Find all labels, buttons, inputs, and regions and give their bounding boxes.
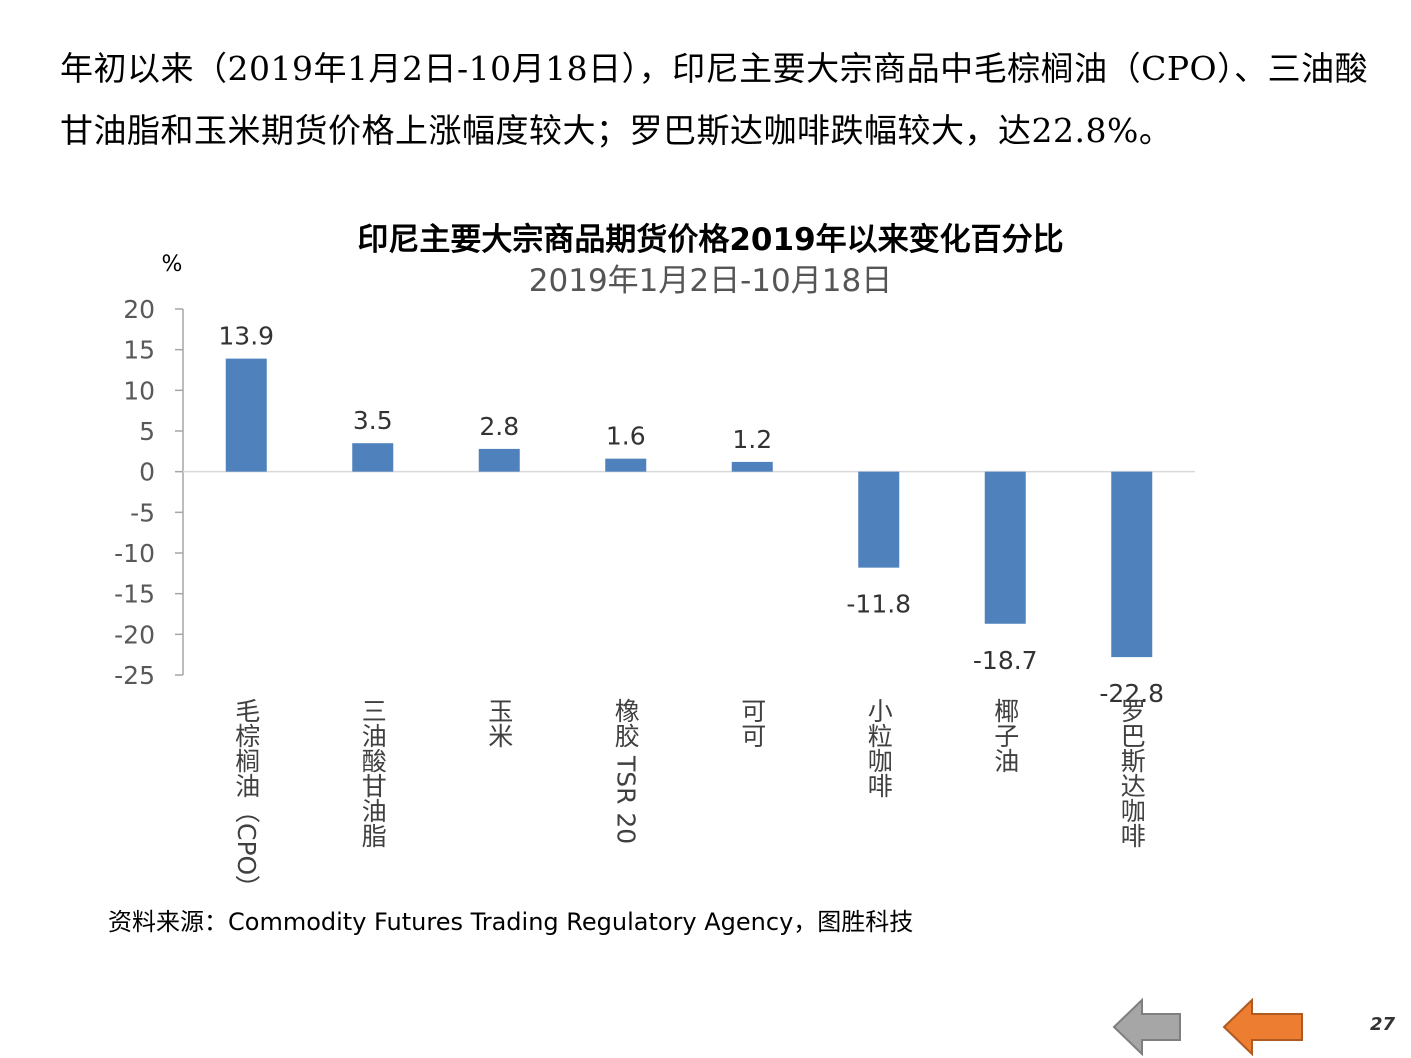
y-tick-label: -10 [114,539,155,568]
y-tick-label: 0 [139,458,155,487]
bar [478,448,520,472]
y-axis-unit: % [162,252,183,277]
gray-left-arrow-icon[interactable] [1112,998,1184,1056]
y-tick-label: -5 [130,498,155,527]
source-note: 资料来源：Commodity Futures Trading Regulator… [108,908,914,936]
y-tick-label: -15 [114,580,155,609]
y-tick-label: 5 [139,417,155,446]
intro-text: 年初以来（2019年1月2日-10月18日），印尼主要大宗商品中毛棕榈油（CPO… [60,49,1369,150]
data-label: 3.5 [353,406,393,435]
category-label: 罗巴斯达咖啡 [1117,698,1146,848]
chart-subtitle: 2019年1月2日-10月18日 [528,263,893,299]
chart-title: 印尼主要大宗商品期货价格2019年以来变化百分比 [357,222,1064,258]
y-tick-label: -20 [114,620,155,649]
y-tick-label: -25 [114,661,155,690]
category-label: 毛棕榈油（CPO） [232,698,261,900]
bar [605,458,647,472]
bar [352,443,394,472]
data-label: -22.8 [1099,679,1164,708]
data-label: -18.7 [973,646,1038,675]
y-tick-label: 10 [123,376,155,405]
y-tick-label: 15 [123,336,155,365]
page-number: 27 [1370,1014,1396,1035]
category-label: 橡胶 TSR 20 [611,698,640,844]
bar [1111,471,1153,658]
category-label: 三油酸甘油脂 [358,698,387,848]
category-label: 可可 [738,698,767,748]
data-label: -11.8 [846,590,911,619]
bar [984,471,1026,624]
bar [731,461,773,472]
y-tick-label: 20 [123,295,155,324]
orange-left-arrow-icon[interactable] [1222,998,1306,1056]
category-label: 椰子油 [991,698,1020,773]
data-label: 1.6 [606,422,646,451]
data-label: 1.2 [732,425,772,454]
category-label: 小粒咖啡 [864,698,893,798]
bar [858,471,900,568]
category-label: 玉米 [485,698,514,748]
data-label: 2.8 [479,412,519,441]
data-label: 13.9 [218,322,274,351]
bar [225,358,267,472]
